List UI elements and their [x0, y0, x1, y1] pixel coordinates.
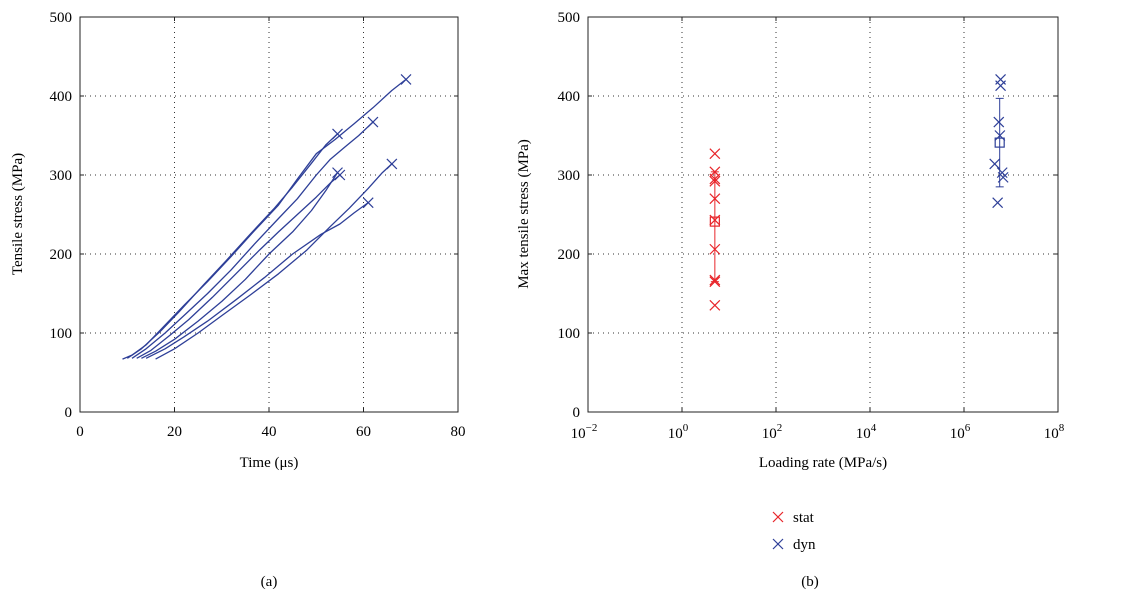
- x-tick-label: 10−2: [571, 422, 598, 442]
- data-point: [994, 130, 1006, 141]
- data-point: [989, 158, 1001, 170]
- data-point: [992, 197, 1004, 209]
- legend-label: dyn: [793, 537, 816, 553]
- x-tick-label: 102: [762, 422, 783, 442]
- data-point: [709, 175, 721, 187]
- x-axis-label: Loading rate (MPa/s): [759, 455, 887, 471]
- y-tick-label: 500: [558, 10, 581, 26]
- x-tick-label: 104: [856, 422, 877, 442]
- legend-label: stat: [793, 510, 815, 526]
- x-tick-label: 100: [668, 422, 689, 442]
- failure-marker: [332, 167, 343, 179]
- series-line-6: [145, 202, 369, 359]
- y-tick-label: 100: [558, 326, 581, 342]
- x-tick-label: 106: [950, 422, 971, 442]
- axis-ticks: 0 20 40 60 80 0 100 200 300 400 500: [50, 10, 466, 440]
- mean-marker: [994, 137, 1005, 148]
- legend-marker: [772, 511, 784, 523]
- failure-marker: [400, 73, 412, 85]
- y-tick-label: 300: [50, 168, 73, 184]
- legend-entry-stat: stat: [772, 510, 815, 526]
- data-point: [709, 276, 721, 288]
- series-dyn: [989, 73, 1009, 209]
- failure-marker: [367, 116, 379, 128]
- y-axis-label: Max tensile stress (MPa): [516, 139, 532, 289]
- data-point: [997, 171, 1009, 183]
- legend-entry-dyn: dyn: [772, 537, 816, 553]
- panel-caption: (b): [801, 574, 819, 590]
- series-line-2: [126, 133, 338, 359]
- data-point: [996, 167, 1008, 179]
- x-tick-label: 20: [167, 424, 182, 440]
- legend-marker: [772, 538, 784, 550]
- x-tick-label: 40: [262, 424, 277, 440]
- y-tick-label: 100: [50, 326, 73, 342]
- series-stat: [709, 148, 721, 311]
- x-tick-label: 108: [1044, 422, 1065, 442]
- y-tick-label: 400: [50, 89, 73, 105]
- y-tick-label: 300: [558, 168, 581, 184]
- panel-caption: (a): [261, 574, 278, 590]
- panel-b-chart: 10−2 100 102 104 106 108 0 100 200 300 400 500 Load…: [516, 10, 1065, 590]
- data-point: [709, 274, 721, 286]
- markers: [709, 73, 1009, 311]
- data-point: [709, 243, 721, 255]
- y-tick-label: 0: [65, 405, 73, 421]
- failure-marker: [362, 197, 374, 209]
- plot-frame: [587, 16, 1059, 413]
- x-tick-label: 60: [356, 424, 371, 440]
- x-tick-label: 80: [451, 424, 466, 440]
- y-axis-label: Tensile stress (MPa): [10, 153, 26, 275]
- y-tick-label: 200: [50, 247, 73, 263]
- data-point: [993, 116, 1005, 128]
- data-point: [995, 80, 1006, 92]
- data-point: [709, 173, 721, 185]
- series-line-4: [136, 174, 341, 359]
- data-point: [709, 148, 721, 160]
- x-axis-label: Time (μs): [240, 455, 299, 471]
- series-line-5: [141, 172, 339, 359]
- failure-marker: [332, 128, 343, 140]
- axis-ticks: 10−2 100 102 104 106 108 0 100 200 300 400 500: [558, 10, 1065, 442]
- series-line-7: [155, 163, 393, 360]
- grid-lines: [80, 17, 458, 412]
- panel-a-chart: 0 20 40 60 80 0 100 200 300 400 500 Time (μs) Tens…: [10, 10, 466, 590]
- grid-lines: [588, 17, 1058, 412]
- curves: [122, 73, 412, 360]
- mean-marker: [709, 216, 720, 227]
- y-tick-label: 0: [573, 405, 581, 421]
- data-point: [709, 193, 721, 205]
- x-tick-label: 0: [76, 424, 84, 440]
- series-line-3: [131, 121, 374, 359]
- failure-marker: [386, 158, 398, 170]
- y-tick-label: 200: [558, 247, 581, 263]
- data-point: [709, 299, 721, 311]
- y-tick-label: 500: [50, 10, 73, 26]
- y-tick-label: 400: [558, 89, 581, 105]
- legend: stat dyn: [772, 510, 816, 553]
